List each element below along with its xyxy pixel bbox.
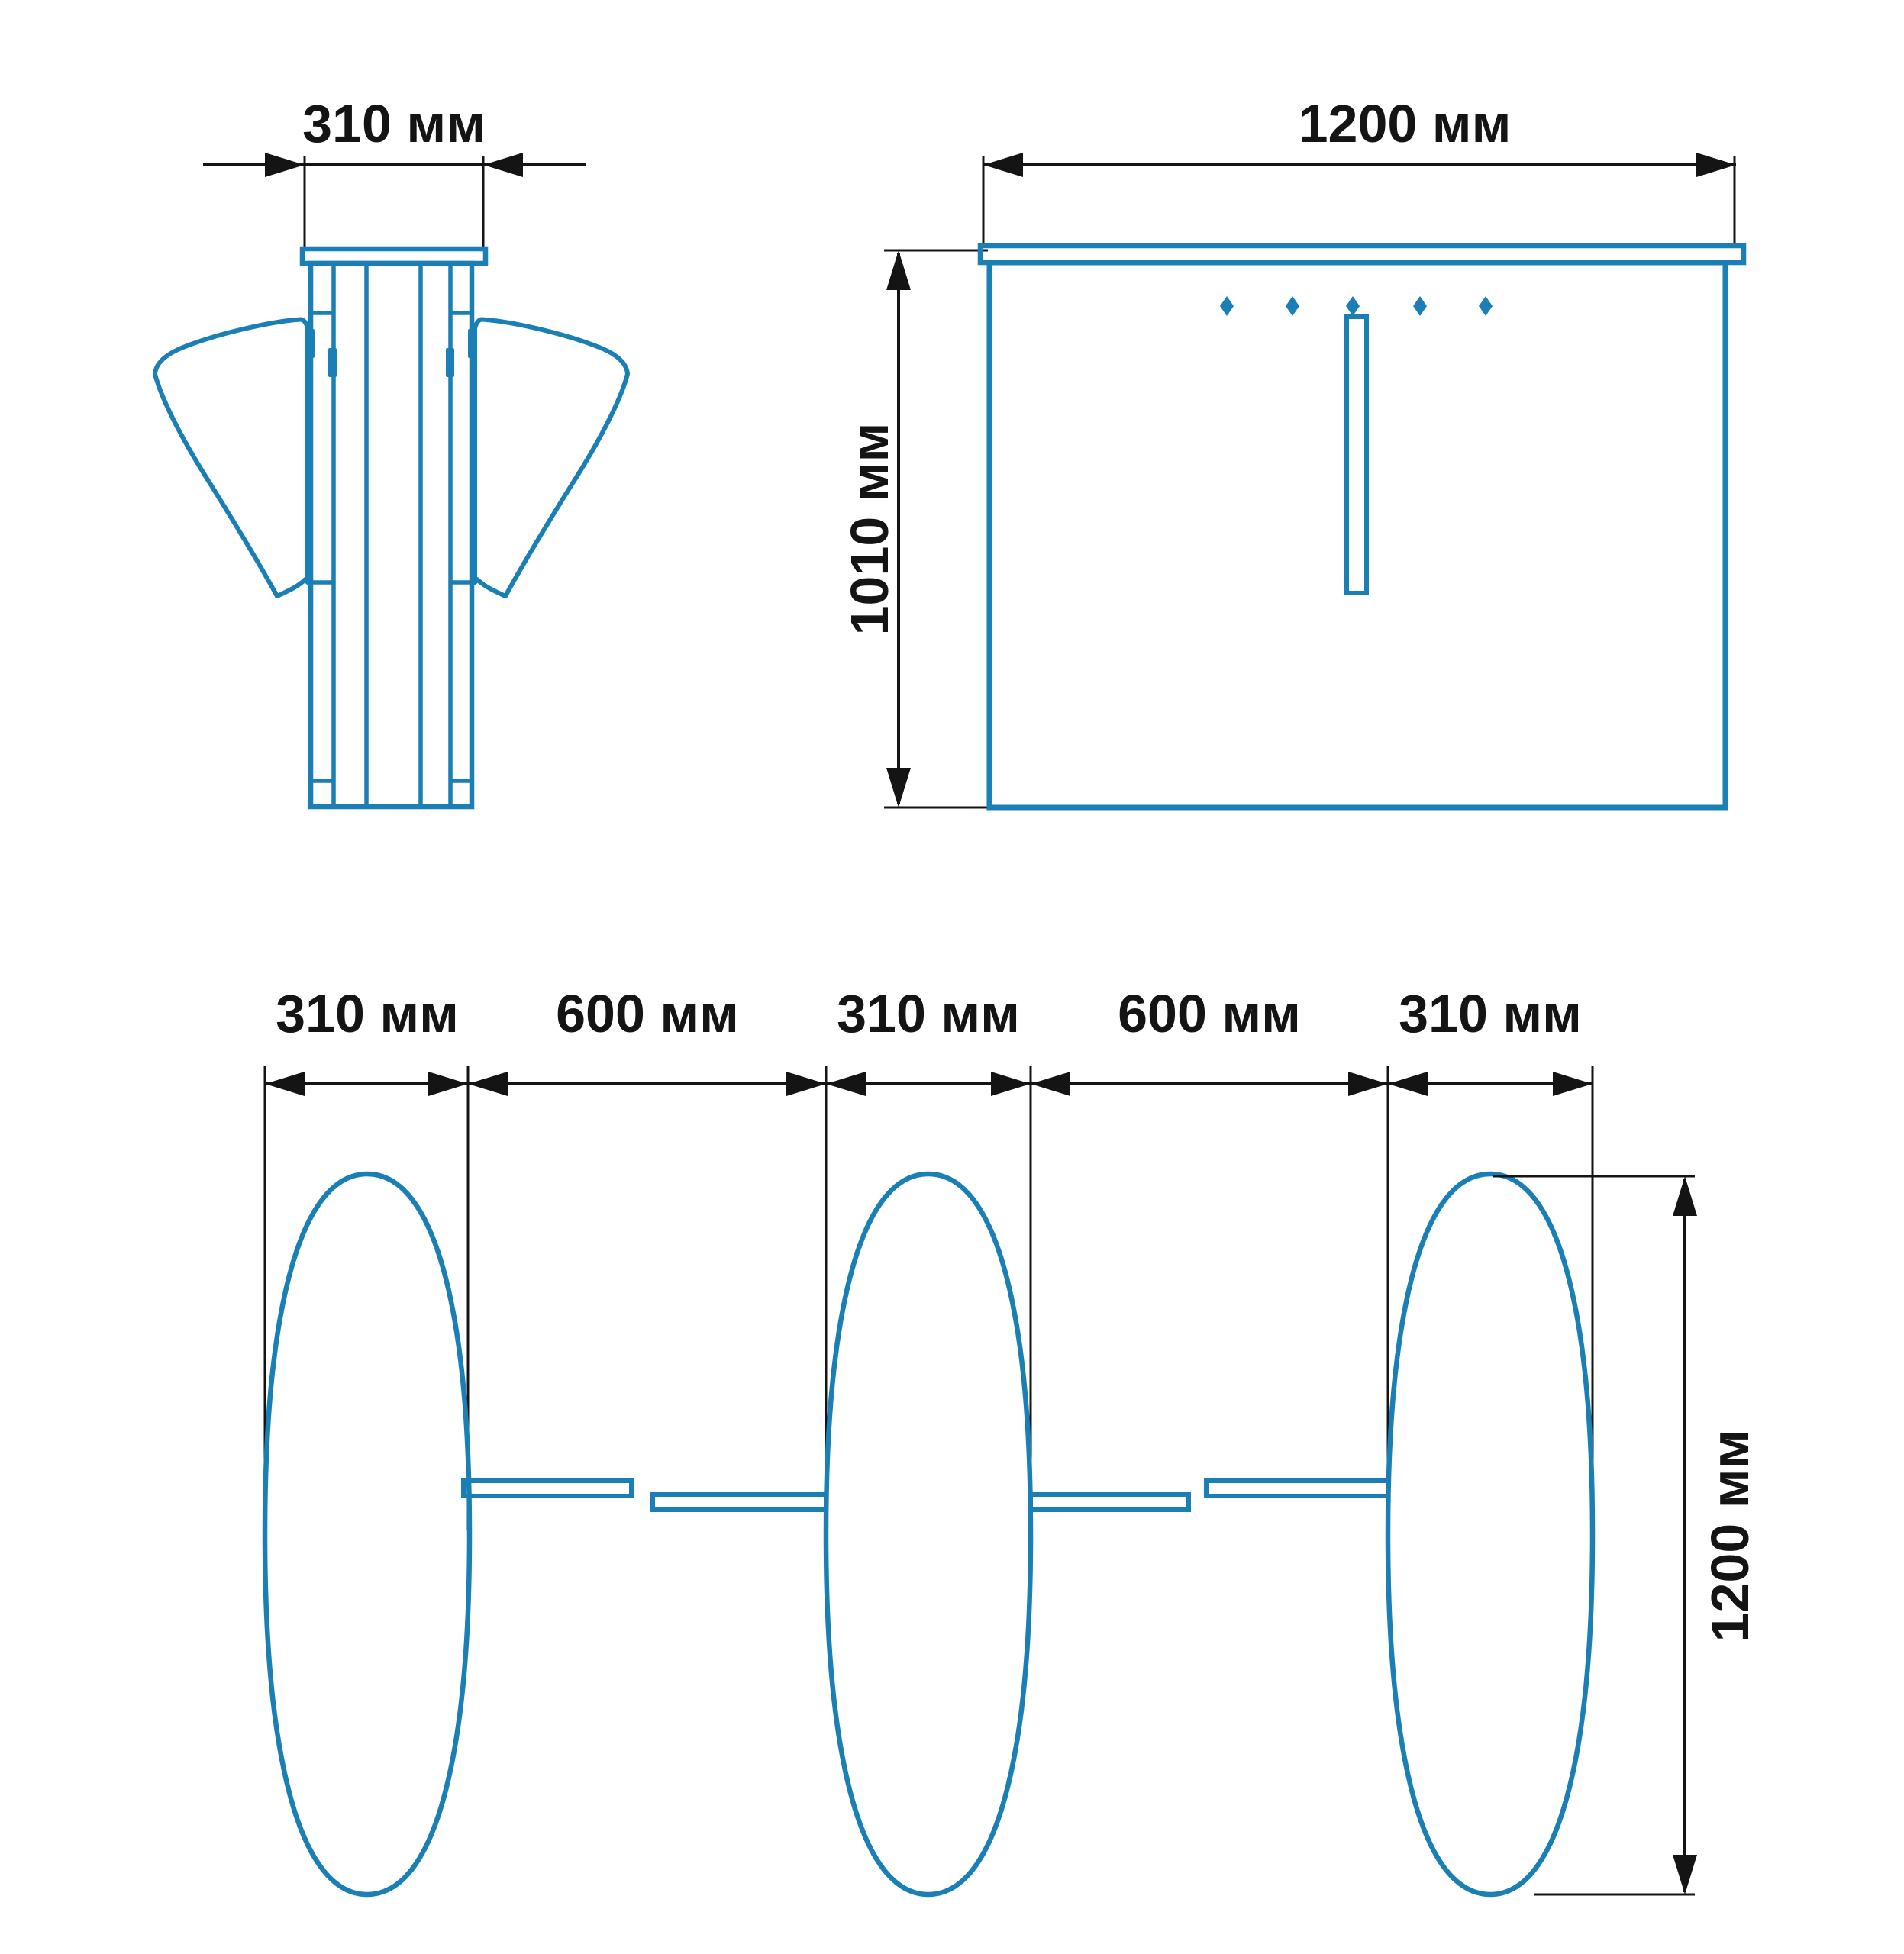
- arrowhead-down-icon: [1673, 1855, 1697, 1894]
- flap-blades: [461, 1478, 1390, 1512]
- arrowhead-right-icon: [1348, 1072, 1388, 1096]
- arrowhead-up-icon: [1673, 1176, 1697, 1216]
- flap-wing-right: [473, 317, 630, 598]
- arrowhead-left-icon: [483, 153, 523, 177]
- segment-dimension-label: 600 мм: [1118, 984, 1301, 1043]
- top-length-dimension: 1200 мм: [1493, 1175, 1760, 1896]
- side-length-dimension: 1200 мм: [982, 94, 1736, 246]
- arrowhead-right-icon: [1696, 153, 1736, 177]
- top-length-dimension-label: 1200 мм: [1700, 1430, 1760, 1643]
- cabinet-top-outline-2: [823, 1171, 1034, 1898]
- side-housing: [977, 243, 1747, 811]
- flap-hinge-mark: [328, 348, 337, 377]
- flap-blade: [461, 1478, 634, 1498]
- flap-blade: [650, 1492, 828, 1512]
- segment-dimension-label: 600 мм: [556, 984, 739, 1043]
- arrowhead-right-icon: [265, 153, 305, 177]
- cabinet-top-outline-3: [1385, 1171, 1596, 1898]
- indicator-dots: [1220, 296, 1493, 316]
- arrowhead-right-icon: [991, 1072, 1031, 1096]
- indicator-dot-icon: [1220, 296, 1234, 316]
- arrowhead-down-icon: [886, 768, 911, 808]
- front-width-dimension-label: 310 мм: [302, 94, 486, 153]
- side-view: 1200 мм 1010 мм: [840, 94, 1747, 811]
- arrowhead-right-icon: [1553, 1072, 1593, 1096]
- flap-slot: [1344, 314, 1369, 595]
- arrowhead-left-icon: [1388, 1072, 1428, 1096]
- front-cabinet: [299, 246, 489, 810]
- arrowhead-left-icon: [983, 153, 1023, 177]
- front-view: 310 мм: [153, 94, 630, 810]
- indicator-dot-icon: [1413, 296, 1427, 316]
- cabinet-body-outline: [308, 260, 475, 810]
- segment-dimension-label: 310 мм: [1399, 984, 1582, 1043]
- arrowhead-left-icon: [1031, 1072, 1070, 1096]
- arrowhead-right-icon: [428, 1072, 468, 1096]
- front-width-dimension: 310 мм: [203, 94, 586, 250]
- side-height-dimension-label: 1010 мм: [840, 423, 899, 636]
- flap-hinge-mark: [468, 329, 476, 358]
- housing-panel-outline: [986, 260, 1728, 811]
- arrowhead-left-icon: [265, 1072, 305, 1096]
- indicator-dot-icon: [1346, 296, 1360, 316]
- side-height-dimension: 1010 мм: [840, 249, 992, 809]
- arrowhead-up-icon: [886, 250, 911, 290]
- flap-hinge-mark: [446, 348, 454, 377]
- arrowhead-right-icon: [786, 1072, 826, 1096]
- top-cabinets: [262, 1171, 1596, 1898]
- side-length-dimension-label: 1200 мм: [1299, 94, 1512, 153]
- segment-dimension-label: 310 мм: [837, 984, 1020, 1043]
- flap-wing-left: [153, 317, 310, 598]
- flap-blade: [1204, 1478, 1390, 1498]
- flap-blade: [1028, 1492, 1191, 1512]
- cabinet-top-outline-1: [262, 1171, 473, 1898]
- top-segments-dimension: 310 мм 600 мм 310 мм 600 мм 310 мм: [263, 984, 1594, 1530]
- top-view: 310 мм 600 мм 310 мм 600 мм 310 мм: [262, 984, 1760, 1898]
- indicator-dot-icon: [1286, 296, 1299, 316]
- indicator-dot-icon: [1479, 296, 1493, 316]
- arrowhead-left-icon: [826, 1072, 866, 1096]
- flap-hinge-mark: [306, 329, 315, 358]
- segment-dimension-label: 310 мм: [276, 984, 459, 1043]
- arrowhead-left-icon: [468, 1072, 508, 1096]
